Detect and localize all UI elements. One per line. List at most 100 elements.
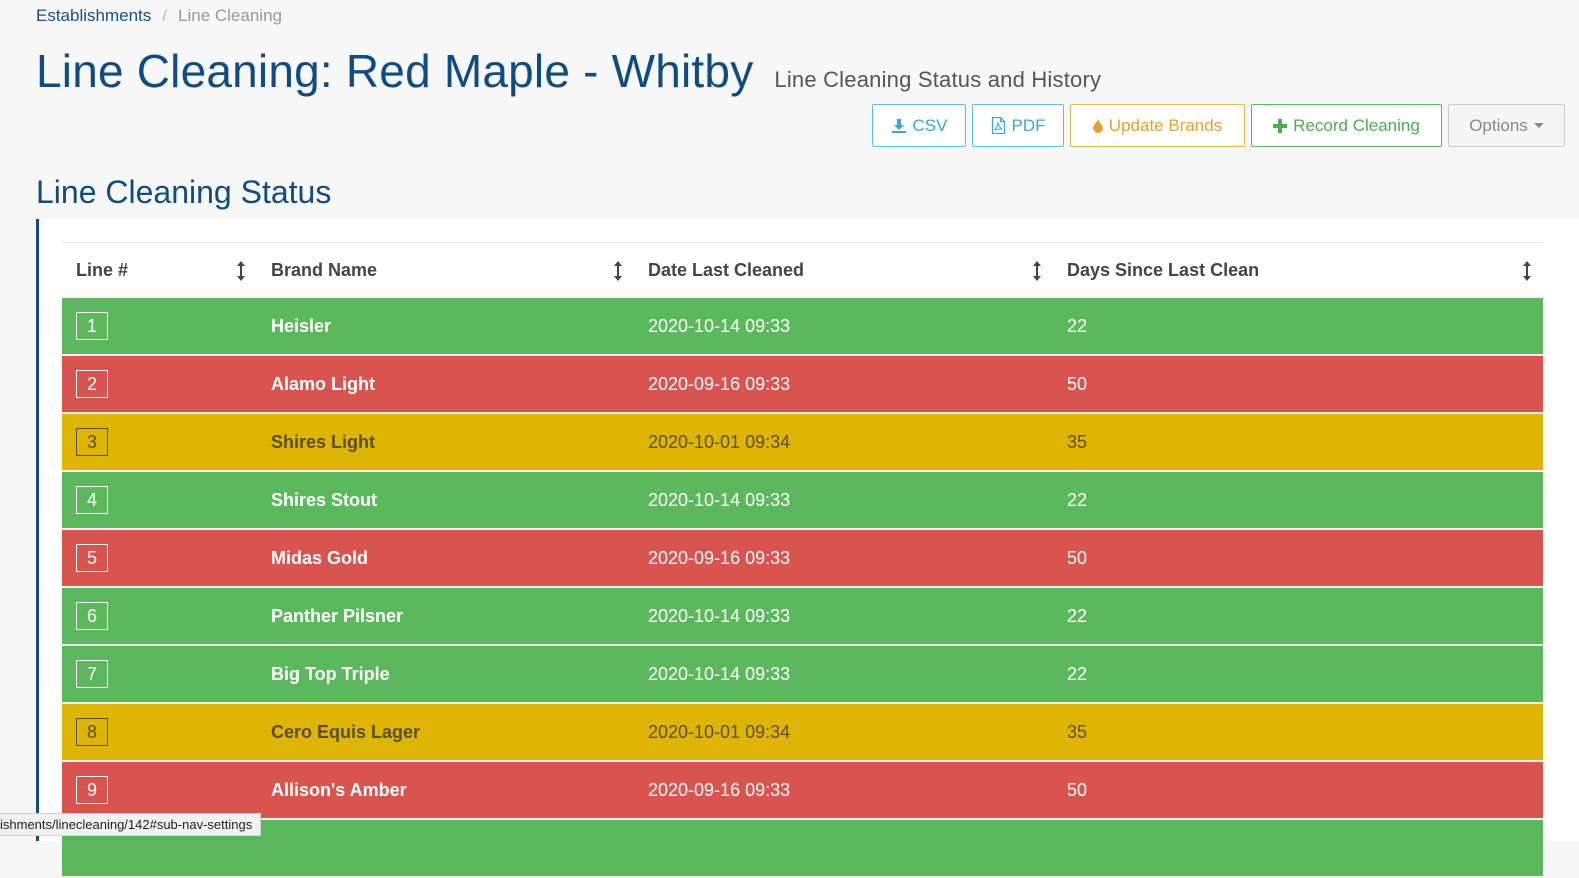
date-last-cleaned-cell: 2020-10-14 09:33 xyxy=(634,298,1053,355)
line-number-cell: 2 xyxy=(62,355,257,413)
days-since-clean-cell: 35 xyxy=(1053,703,1543,761)
days-since-clean-cell: 50 xyxy=(1053,355,1543,413)
days-since-clean-cell: 22 xyxy=(1053,471,1543,529)
date-last-cleaned-cell xyxy=(634,819,1053,877)
status-table-wrapper: Line # Brand Name Date Last Cleaned Days… xyxy=(62,242,1543,878)
days-since-clean-cell: 50 xyxy=(1053,529,1543,587)
column-header-label: Line # xyxy=(76,260,128,280)
date-last-cleaned-cell: 2020-10-01 09:34 xyxy=(634,703,1053,761)
options-dropdown-button[interactable]: Options xyxy=(1448,104,1565,147)
date-last-cleaned-cell: 2020-10-01 09:34 xyxy=(634,413,1053,471)
plus-icon xyxy=(1273,119,1287,133)
date-last-cleaned-cell: 2020-09-16 09:33 xyxy=(634,355,1053,413)
line-number-badge: 3 xyxy=(76,428,108,456)
line-number-cell: 5 xyxy=(62,529,257,587)
brand-name-cell: Panther Pilsner xyxy=(257,587,634,645)
breadcrumb-separator: / xyxy=(162,6,167,25)
days-since-clean-cell: 22 xyxy=(1053,587,1543,645)
days-since-clean-cell: 35 xyxy=(1053,413,1543,471)
sort-icon[interactable] xyxy=(237,261,245,281)
brand-name-cell: Cero Equis Lager xyxy=(257,703,634,761)
days-since-clean-cell: 22 xyxy=(1053,645,1543,703)
line-number-cell: 1 xyxy=(62,298,257,355)
csv-label: CSV xyxy=(913,116,948,136)
table-row[interactable] xyxy=(62,819,1543,877)
pdf-button[interactable]: PDF xyxy=(972,104,1064,147)
date-last-cleaned-cell: 2020-10-14 09:33 xyxy=(634,645,1053,703)
brand-name-cell: Heisler xyxy=(257,298,634,355)
column-header-label: Date Last Cleaned xyxy=(648,260,804,280)
column-header-line[interactable]: Line # xyxy=(62,243,257,298)
options-label: Options xyxy=(1469,116,1528,136)
date-last-cleaned-cell: 2020-09-16 09:33 xyxy=(634,761,1053,819)
line-number-badge: 1 xyxy=(76,312,108,340)
browser-status-bar: ishments/linecleaning/142#sub-nav-settin… xyxy=(0,813,261,836)
brand-name-cell: Alamo Light xyxy=(257,355,634,413)
toolbar: CSV PDF Update Brands Record Cleaning Op… xyxy=(872,104,1565,147)
days-since-clean-cell xyxy=(1053,819,1543,877)
pdf-label: PDF xyxy=(1012,116,1046,136)
line-number-cell: 4 xyxy=(62,471,257,529)
update-brands-button[interactable]: Update Brands xyxy=(1070,104,1245,147)
column-header-date[interactable]: Date Last Cleaned xyxy=(634,243,1053,298)
sort-icon[interactable] xyxy=(1033,261,1041,281)
date-last-cleaned-cell: 2020-10-14 09:33 xyxy=(634,471,1053,529)
page-title: Line Cleaning: Red Maple - Whitby Line C… xyxy=(36,44,1101,98)
brand-name-cell: Shires Stout xyxy=(257,471,634,529)
caret-down-icon xyxy=(1534,123,1544,128)
breadcrumb-establishments-link[interactable]: Establishments xyxy=(36,6,151,25)
table-header-row: Line # Brand Name Date Last Cleaned Days… xyxy=(62,243,1543,298)
droplet-icon xyxy=(1093,118,1103,133)
line-number-cell: 7 xyxy=(62,645,257,703)
brand-name-cell: Shires Light xyxy=(257,413,634,471)
column-header-label: Days Since Last Clean xyxy=(1067,260,1259,280)
line-number-cell: 8 xyxy=(62,703,257,761)
days-since-clean-cell: 50 xyxy=(1053,761,1543,819)
sort-icon[interactable] xyxy=(1523,261,1531,281)
section-title: Line Cleaning Status xyxy=(36,174,331,211)
sort-icon[interactable] xyxy=(614,261,622,281)
days-since-clean-cell: 22 xyxy=(1053,298,1543,355)
breadcrumb: Establishments / Line Cleaning xyxy=(36,6,282,26)
line-number-badge: 2 xyxy=(76,370,108,398)
line-number-cell: 6 xyxy=(62,587,257,645)
line-number-cell: 3 xyxy=(62,413,257,471)
file-pdf-icon xyxy=(991,117,1006,134)
line-number-cell: 9 xyxy=(62,761,257,819)
line-number-badge: 9 xyxy=(76,776,108,804)
brand-name-cell xyxy=(257,819,634,877)
page-title-text: Line Cleaning: Red Maple - Whitby xyxy=(36,45,753,97)
status-panel: Line # Brand Name Date Last Cleaned Days… xyxy=(36,219,1579,841)
line-cleaning-status-table: Line # Brand Name Date Last Cleaned Days… xyxy=(62,243,1543,878)
date-last-cleaned-cell: 2020-10-14 09:33 xyxy=(634,587,1053,645)
brand-name-cell: Allison's Amber xyxy=(257,761,634,819)
record-cleaning-button[interactable]: Record Cleaning xyxy=(1251,104,1442,147)
date-last-cleaned-cell: 2020-09-16 09:33 xyxy=(634,529,1053,587)
update-brands-label: Update Brands xyxy=(1109,116,1222,136)
brand-name-cell: Midas Gold xyxy=(257,529,634,587)
line-number-badge: 6 xyxy=(76,602,108,630)
page-subtitle: Line Cleaning Status and History xyxy=(774,67,1101,92)
record-cleaning-label: Record Cleaning xyxy=(1293,116,1420,136)
breadcrumb-current: Line Cleaning xyxy=(178,6,282,25)
line-number-badge: 7 xyxy=(76,660,108,688)
column-header-brand[interactable]: Brand Name xyxy=(257,243,634,298)
line-number-badge: 4 xyxy=(76,486,108,514)
brand-name-cell: Big Top Triple xyxy=(257,645,634,703)
column-header-days[interactable]: Days Since Last Clean xyxy=(1053,243,1543,298)
line-number-badge: 5 xyxy=(76,544,108,572)
column-header-label: Brand Name xyxy=(271,260,377,280)
download-icon xyxy=(891,118,907,134)
line-number-badge: 8 xyxy=(76,718,108,746)
csv-button[interactable]: CSV xyxy=(872,104,966,147)
